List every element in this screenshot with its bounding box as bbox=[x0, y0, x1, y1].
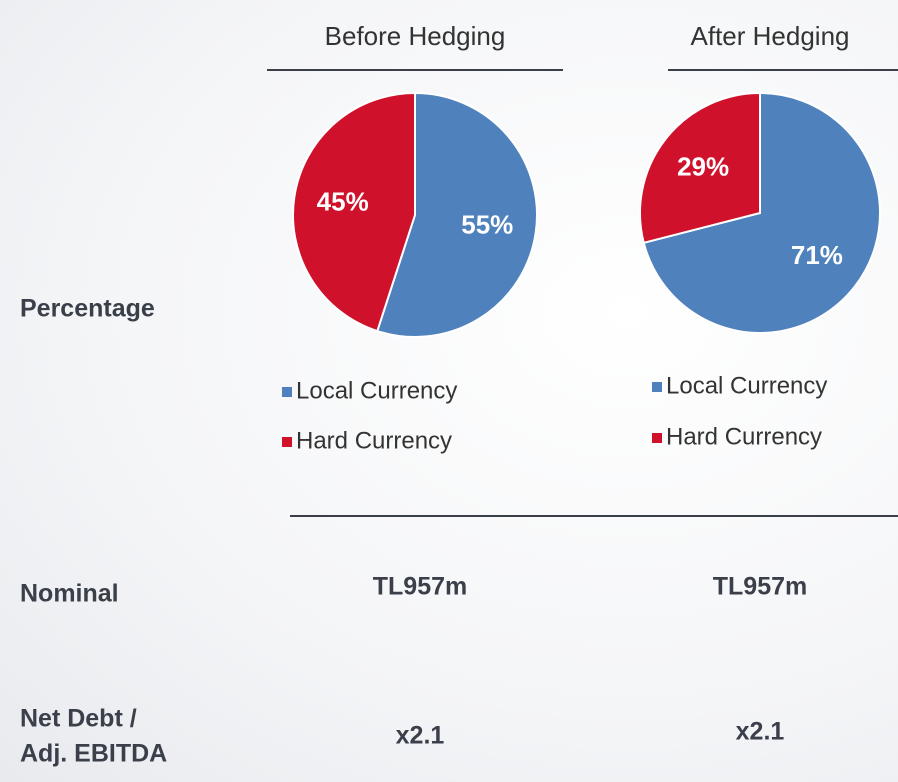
row-value: x2.1 bbox=[736, 718, 785, 746]
legend-label: Hard Currency bbox=[296, 427, 452, 454]
row-label: Percentage bbox=[20, 295, 155, 323]
legend-label: Hard Currency bbox=[666, 423, 822, 450]
legend-swatch bbox=[652, 433, 662, 443]
pie-slice bbox=[639, 91, 761, 245]
slice-label: 29% bbox=[677, 152, 729, 182]
pie-slice bbox=[376, 91, 538, 338]
slice-label: 45% bbox=[317, 186, 369, 216]
row-value: x2.1 bbox=[396, 722, 445, 750]
row-value: TL957m bbox=[373, 573, 467, 601]
pie-slice bbox=[292, 91, 416, 333]
pie-slice bbox=[642, 91, 881, 334]
legend-swatch bbox=[282, 387, 292, 397]
row-value: TL957m bbox=[713, 573, 807, 601]
legend-label: Local Currency bbox=[666, 372, 827, 399]
legend-swatch bbox=[652, 382, 662, 392]
slice-label: 55% bbox=[461, 209, 513, 239]
row-label: Nominal bbox=[20, 580, 119, 608]
row-label: Adj. EBITDA bbox=[20, 740, 167, 768]
legend-swatch bbox=[282, 437, 292, 447]
chart-title: Before Hedging bbox=[325, 21, 506, 51]
slice-label: 71% bbox=[791, 240, 843, 270]
chart-title: After Hedging bbox=[691, 21, 850, 51]
row-label: Net Debt / bbox=[20, 705, 137, 733]
legend-label: Local Currency bbox=[296, 377, 457, 404]
